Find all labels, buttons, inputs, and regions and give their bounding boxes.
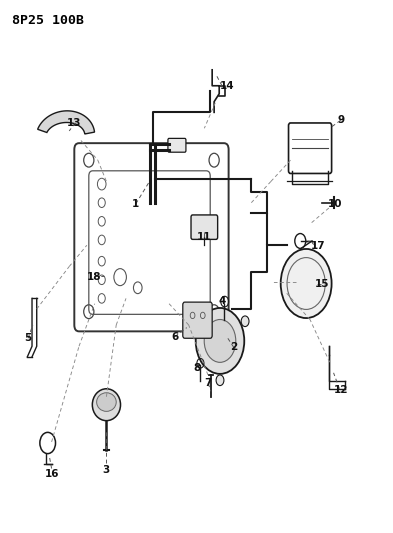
Text: 8P25 100B: 8P25 100B [13, 14, 84, 27]
Text: 15: 15 [314, 279, 329, 288]
Text: 13: 13 [67, 118, 82, 128]
Ellipse shape [97, 393, 116, 411]
Text: 2: 2 [230, 342, 237, 352]
Text: 16: 16 [44, 469, 59, 479]
Text: 4: 4 [218, 296, 226, 306]
Text: 8: 8 [193, 362, 200, 373]
Text: 9: 9 [338, 115, 345, 125]
Text: 7: 7 [205, 378, 212, 389]
Text: 12: 12 [334, 385, 349, 395]
Circle shape [281, 249, 332, 318]
Text: 17: 17 [310, 241, 325, 251]
Text: 3: 3 [103, 465, 110, 474]
Text: 1: 1 [132, 199, 140, 209]
Text: 18: 18 [86, 272, 101, 282]
Text: 10: 10 [328, 199, 343, 209]
Circle shape [196, 308, 244, 374]
FancyBboxPatch shape [168, 139, 186, 152]
FancyBboxPatch shape [183, 302, 212, 338]
FancyBboxPatch shape [191, 215, 218, 239]
Polygon shape [38, 111, 95, 134]
Circle shape [204, 319, 236, 362]
Text: 14: 14 [219, 81, 234, 91]
Text: 5: 5 [24, 333, 32, 343]
Circle shape [216, 375, 224, 385]
Circle shape [241, 316, 249, 327]
Ellipse shape [92, 389, 121, 421]
Circle shape [191, 316, 199, 327]
Text: 11: 11 [197, 232, 211, 242]
Text: 6: 6 [171, 332, 178, 342]
